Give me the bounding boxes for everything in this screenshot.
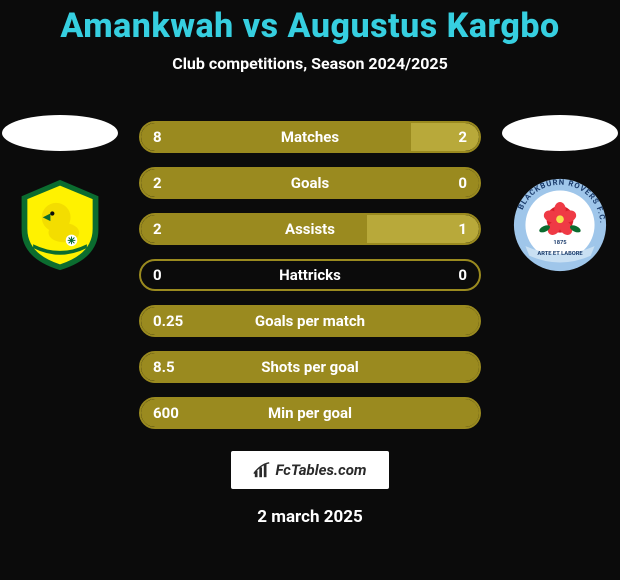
stat-left-value: 0.25 [153,307,183,335]
stat-row: 82Matches [139,121,481,153]
stat-right-value: 0 [458,169,467,197]
svg-text:ARTE ET LABORE: ARTE ET LABORE [537,251,583,257]
left-player-photo-placeholder [2,115,118,151]
stat-row: 0 0Hattricks [139,259,481,291]
stat-fill-left [141,353,479,381]
subtitle: Club competitions, Season 2024/2025 [172,54,448,73]
left-player-slot [0,115,120,273]
right-player-photo-placeholder [502,115,618,151]
stat-label: Hattricks [141,261,479,289]
right-club-badge: BLACKBURN ROVERS F.C. ARTE ET LABORE [512,177,608,273]
stat-row: 21Assists [139,213,481,245]
stat-left-value: 0 [153,261,162,289]
svg-text:BLACKBURN ROVERS F.C.: BLACKBURN ROVERS F.C. [516,178,607,225]
stat-right-value: 2 [458,123,467,151]
stats-list: 82Matches20Goals21Assists00Hattricks0.25… [139,121,481,429]
stat-fill-left [141,307,479,335]
site-attribution-text: FcTables.com [275,461,366,479]
stat-fill-left [141,215,367,243]
right-player-slot: BLACKBURN ROVERS F.C. ARTE ET LABORE [500,115,620,273]
stat-fill-left [141,399,479,427]
stat-fill-left [141,123,411,151]
left-club-badge [12,177,108,273]
stat-fill-right [411,123,479,151]
stat-row: 8.5Shots per goal [139,351,481,383]
footer-date: 2 march 2025 [257,507,363,527]
stat-left-value: 8 [153,123,162,151]
stat-left-value: 2 [153,215,162,243]
bar-chart-icon [253,461,271,479]
stat-row: 600Min per goal [139,397,481,429]
page-title: Amankwah vs Augustus Kargbo [60,6,559,46]
stat-row: 20Goals [139,167,481,199]
stat-row: 0.25Goals per match [139,305,481,337]
stat-fill-left [141,169,479,197]
stat-right-value: 1 [458,215,467,243]
stat-left-value: 2 [153,169,162,197]
stat-left-value: 600 [153,399,179,427]
norwich-city-badge-icon [12,177,108,273]
site-attribution-badge[interactable]: FcTables.com [231,451,389,489]
svg-text:1875: 1875 [553,240,567,246]
comparison-card: Amankwah vs Augustus Kargbo Club competi… [0,0,620,580]
stat-left-value: 8.5 [153,353,175,381]
stat-right-value: 0 [458,261,467,289]
blackburn-rovers-badge-icon: BLACKBURN ROVERS F.C. ARTE ET LABORE [512,177,608,273]
